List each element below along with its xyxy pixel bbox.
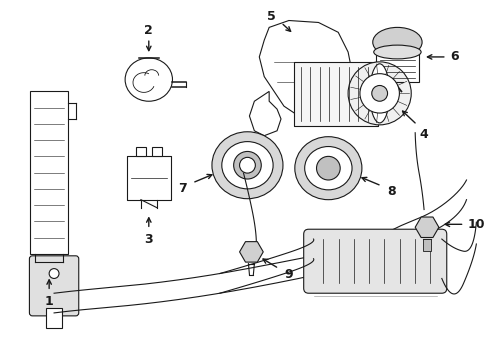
Ellipse shape (222, 141, 273, 189)
Bar (127, 156, 171, 200)
Bar (152, 147, 162, 156)
Circle shape (49, 269, 59, 278)
Text: 3: 3 (145, 233, 153, 246)
Text: 6: 6 (450, 50, 459, 63)
Ellipse shape (370, 64, 390, 123)
Ellipse shape (373, 27, 422, 57)
Text: 4: 4 (420, 128, 428, 141)
Ellipse shape (305, 147, 352, 190)
Bar (136, 147, 146, 156)
Circle shape (372, 85, 388, 101)
Circle shape (348, 62, 411, 125)
Ellipse shape (295, 137, 362, 200)
Polygon shape (259, 21, 353, 121)
FancyBboxPatch shape (29, 256, 79, 316)
Text: 8: 8 (387, 185, 396, 198)
Circle shape (240, 157, 255, 173)
Bar (294, 62, 378, 126)
Circle shape (317, 156, 340, 180)
FancyBboxPatch shape (304, 229, 447, 293)
Bar (30, 91, 68, 254)
Ellipse shape (125, 58, 172, 101)
Ellipse shape (212, 132, 283, 199)
Bar (376, 50, 419, 82)
Text: 9: 9 (285, 268, 293, 281)
Circle shape (234, 152, 261, 179)
Bar (423, 239, 431, 251)
Text: 10: 10 (467, 218, 485, 231)
Text: 7: 7 (178, 183, 187, 195)
Ellipse shape (374, 45, 421, 59)
Bar (46, 308, 62, 328)
Polygon shape (249, 91, 281, 136)
Text: 1: 1 (45, 294, 53, 307)
Text: 2: 2 (145, 24, 153, 37)
Text: 5: 5 (267, 10, 275, 23)
Circle shape (360, 74, 399, 113)
